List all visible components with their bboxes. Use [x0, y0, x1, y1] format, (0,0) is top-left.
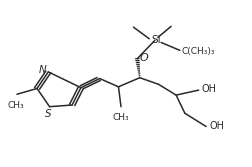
- Text: OH: OH: [209, 121, 224, 131]
- Text: CH₃: CH₃: [7, 101, 24, 110]
- Text: N: N: [39, 65, 47, 75]
- Text: OH: OH: [201, 84, 216, 94]
- Text: O: O: [140, 53, 149, 63]
- Text: Si: Si: [151, 35, 161, 45]
- Text: S: S: [45, 109, 52, 119]
- Text: CH₃: CH₃: [113, 113, 129, 122]
- Text: C(CH₃)₃: C(CH₃)₃: [181, 47, 215, 56]
